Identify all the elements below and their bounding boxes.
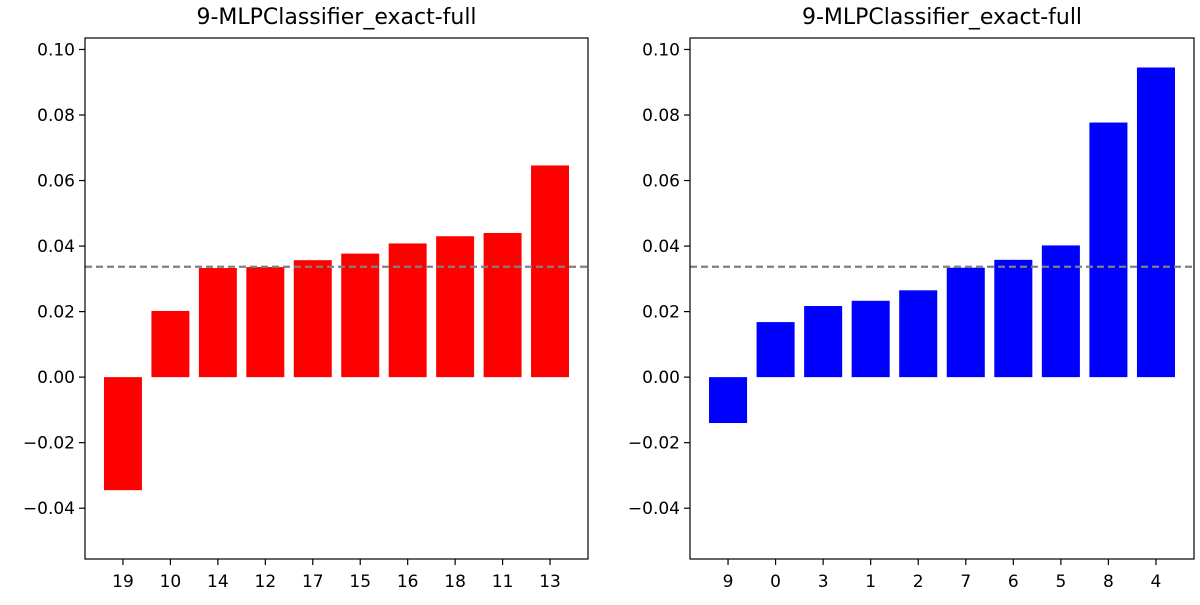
bar-9 bbox=[709, 377, 748, 424]
x-tick-label: 8 bbox=[1103, 572, 1114, 592]
y-tick-label: 0.08 bbox=[37, 106, 75, 126]
x-tick-label: 0 bbox=[770, 572, 781, 592]
bar-1 bbox=[851, 300, 890, 378]
y-tick-label: 0.06 bbox=[37, 172, 75, 192]
x-tick-label: 2 bbox=[913, 572, 924, 592]
y-tick-label: −0.02 bbox=[628, 434, 680, 454]
x-tick-label: 9 bbox=[723, 572, 734, 592]
y-tick-label: 0.00 bbox=[642, 368, 680, 388]
x-tick-label: 6 bbox=[1008, 572, 1019, 592]
y-tick-label: 0.00 bbox=[37, 368, 75, 388]
chart-title: 9-MLPClassifier_exact-full bbox=[196, 5, 476, 30]
bar-13 bbox=[531, 165, 570, 378]
x-tick-label: 16 bbox=[397, 572, 419, 592]
bar-10 bbox=[151, 310, 190, 378]
x-tick-label: 14 bbox=[207, 572, 229, 592]
y-tick-label: 0.02 bbox=[642, 303, 680, 323]
x-tick-label: 13 bbox=[539, 572, 561, 592]
y-tick-label: 0.04 bbox=[642, 237, 680, 257]
y-tick-label: 0.10 bbox=[642, 40, 680, 60]
bar-0 bbox=[756, 322, 795, 378]
bar-4 bbox=[1136, 67, 1175, 378]
x-tick-label: 5 bbox=[1055, 572, 1066, 592]
bar-6 bbox=[994, 259, 1033, 378]
bar-2 bbox=[899, 290, 938, 378]
x-tick-label: 3 bbox=[818, 572, 829, 592]
y-tick-label: 0.04 bbox=[37, 237, 75, 257]
y-tick-label: 0.08 bbox=[642, 106, 680, 126]
bar-11 bbox=[483, 232, 522, 378]
y-tick-label: 0.06 bbox=[642, 172, 680, 192]
bar-8 bbox=[1089, 122, 1128, 378]
y-tick-label: −0.04 bbox=[23, 499, 75, 519]
bar-18 bbox=[436, 236, 475, 378]
chart-title: 9-MLPClassifier_exact-full bbox=[802, 5, 1082, 30]
chart-panel-2: 9-MLPClassifier_exact-full 0.10 0.08 0.06 0.… bbox=[628, 5, 1195, 592]
x-tick-label: 7 bbox=[960, 572, 971, 592]
x-tick-label: 1 bbox=[865, 572, 876, 592]
x-tick-label: 19 bbox=[112, 572, 134, 592]
x-tick-label: 12 bbox=[255, 572, 277, 592]
chart-panel-1: 9-MLPClassifier_exact-full 0.10 0.08 0.06 0.… bbox=[23, 5, 589, 592]
bar-19 bbox=[103, 377, 142, 491]
bar-14 bbox=[198, 268, 237, 378]
y-tick-label: 0.02 bbox=[37, 303, 75, 323]
x-tick-label: 17 bbox=[302, 572, 324, 592]
bar-5 bbox=[1041, 245, 1080, 378]
y-tick-label: −0.02 bbox=[23, 434, 75, 454]
x-tick-label: 18 bbox=[444, 572, 466, 592]
x-tick-label: 4 bbox=[1151, 572, 1162, 592]
y-tick-label: −0.04 bbox=[628, 499, 680, 519]
plot-frame bbox=[689, 37, 1195, 560]
bar-3 bbox=[804, 306, 843, 378]
bar-7 bbox=[946, 267, 985, 378]
bar-12 bbox=[246, 267, 285, 378]
bar-17 bbox=[293, 260, 332, 378]
x-tick-label: 15 bbox=[349, 572, 371, 592]
x-tick-label: 10 bbox=[160, 572, 182, 592]
y-tick-label: 0.10 bbox=[37, 40, 75, 60]
bar-16 bbox=[388, 243, 427, 378]
x-tick-label: 11 bbox=[492, 572, 514, 592]
plot-frame bbox=[84, 37, 589, 560]
bar-15 bbox=[341, 253, 380, 378]
